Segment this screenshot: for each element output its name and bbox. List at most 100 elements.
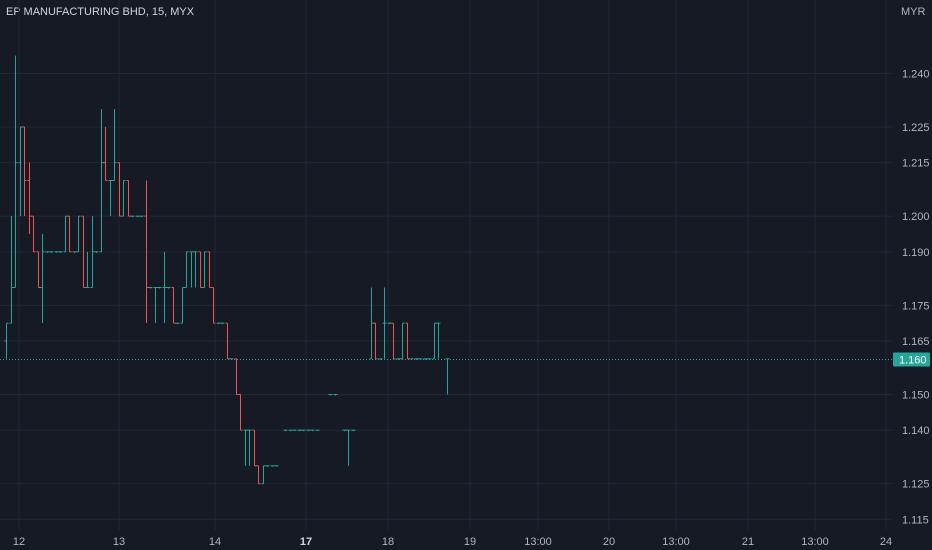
ohlc-bar <box>414 358 419 360</box>
ohlc-bar <box>270 465 275 467</box>
ohlc-bar <box>90 216 95 288</box>
ohlc-bar <box>256 465 261 485</box>
y-tick-label: 1.125 <box>902 479 930 491</box>
ohlc-bar <box>297 429 302 432</box>
y-tick-label: 1.175 <box>902 300 930 312</box>
ohlc-bar <box>139 215 144 218</box>
ohlc-bar <box>13 55 18 288</box>
ohlc-bar <box>85 251 90 288</box>
ohlc-bar <box>265 465 270 467</box>
ohlc-bar <box>135 215 140 218</box>
ohlc-bars <box>4 55 450 485</box>
ohlc-bar <box>162 251 167 324</box>
ohlc-bar <box>333 393 338 396</box>
ohlc-bar <box>220 322 225 325</box>
ohlc-bar <box>94 251 99 253</box>
ohlc-bar <box>301 429 306 432</box>
ohlc-bar <box>400 322 405 360</box>
y-tick-label: 1.115 <box>902 514 929 526</box>
x-tick-label: 24 <box>880 536 892 548</box>
ohlc-bar <box>130 215 135 218</box>
ohlc-bar <box>351 429 356 432</box>
ohlc-bar <box>126 179 131 217</box>
x-tick-label: 13 <box>113 536 125 548</box>
ohlc-bar <box>27 162 32 234</box>
currency-label: MYR <box>901 6 926 18</box>
ohlc-bar <box>175 322 180 325</box>
ohlc-bar <box>207 251 212 288</box>
ohlc-bar <box>387 322 392 325</box>
ohlc-bar <box>67 215 72 253</box>
ohlc-bar <box>274 465 279 467</box>
ohlc-bar <box>36 251 41 288</box>
ohlc-bar <box>445 358 450 395</box>
x-tick-label: 13:00 <box>524 536 552 548</box>
ohlc-bar <box>4 322 9 359</box>
ohlc-bar <box>54 251 59 253</box>
y-axis: 1.240 1.225 1.215 1.200 1.190 1.175 1.165 1.150… <box>902 68 930 526</box>
x-tick-label: 17 <box>300 536 312 548</box>
ohlc-bar <box>99 109 104 253</box>
ohlc-bar <box>31 215 36 253</box>
ohlc-bar <box>342 429 347 432</box>
ohlc-bar <box>211 286 216 324</box>
ohlc-bar <box>166 286 171 289</box>
ohlc-bar <box>180 286 185 324</box>
ohlc-bar <box>373 322 378 360</box>
y-tick-label: 1.200 <box>902 211 930 223</box>
ohlc-bar <box>144 180 149 324</box>
ohlc-bar <box>22 126 27 217</box>
ohlc-bar <box>247 429 252 466</box>
last-price-label: 1.160 <box>899 355 927 367</box>
ohlc-bar <box>238 393 243 431</box>
last-price-line-layer: 1.160 <box>0 352 930 367</box>
ohlc-bar <box>9 216 14 324</box>
ohlc-bar <box>63 215 68 253</box>
ohlc-bar <box>189 251 194 288</box>
x-tick-label: 20 <box>603 536 615 548</box>
ohlc-bar <box>306 429 311 432</box>
x-tick-label: 19 <box>464 536 476 548</box>
y-tick-label: 1.150 <box>902 389 930 401</box>
ohlc-bar <box>382 287 387 359</box>
ohlc-bar <box>72 251 77 253</box>
ohlc-bar <box>261 465 266 485</box>
last-price-badge <box>893 352 930 367</box>
y-tick-label: 1.215 <box>902 158 930 170</box>
ohlc-bar <box>225 322 230 360</box>
ohlc-bar <box>315 429 320 432</box>
ohlc-bar <box>58 251 63 253</box>
x-tick-label: 18 <box>382 536 394 548</box>
chart-title: EP MANUFACTURING BHD, 15, MYX <box>6 6 195 18</box>
ohlc-bar <box>252 429 257 467</box>
y-tick-label: 1.240 <box>902 68 930 80</box>
ohlc-bar <box>378 358 383 360</box>
ohlc-bar <box>184 251 189 288</box>
ohlc-bar <box>76 215 81 253</box>
ohlc-bar <box>153 286 158 324</box>
ohlc-bar <box>117 162 122 217</box>
ohlc-bar <box>436 322 441 359</box>
ohlc-bar <box>391 322 396 360</box>
ohlc-bar <box>396 358 401 360</box>
x-tick-label: 21 <box>742 536 754 548</box>
ohlc-bar <box>202 251 207 288</box>
ohlc-bar <box>369 287 374 360</box>
ohlc-bar <box>112 109 117 181</box>
ohlc-bar <box>288 429 293 432</box>
ohlc-bar <box>40 233 45 324</box>
ohlc-bar <box>103 126 108 181</box>
ohlc-bar <box>405 322 410 360</box>
ohlc-bar <box>198 251 203 288</box>
x-tick-label: 12 <box>13 536 25 548</box>
ohlc-bar <box>148 286 153 289</box>
ohlc-bar <box>423 358 428 360</box>
ohlc-bar <box>121 179 126 217</box>
ohlc-bar <box>171 286 176 324</box>
ohlc-bar <box>234 358 239 395</box>
ohlc-bar <box>193 251 198 288</box>
ohlc-bar <box>108 179 113 217</box>
y-tick-label: 1.190 <box>902 247 930 259</box>
y-tick-label: 1.140 <box>902 425 930 437</box>
